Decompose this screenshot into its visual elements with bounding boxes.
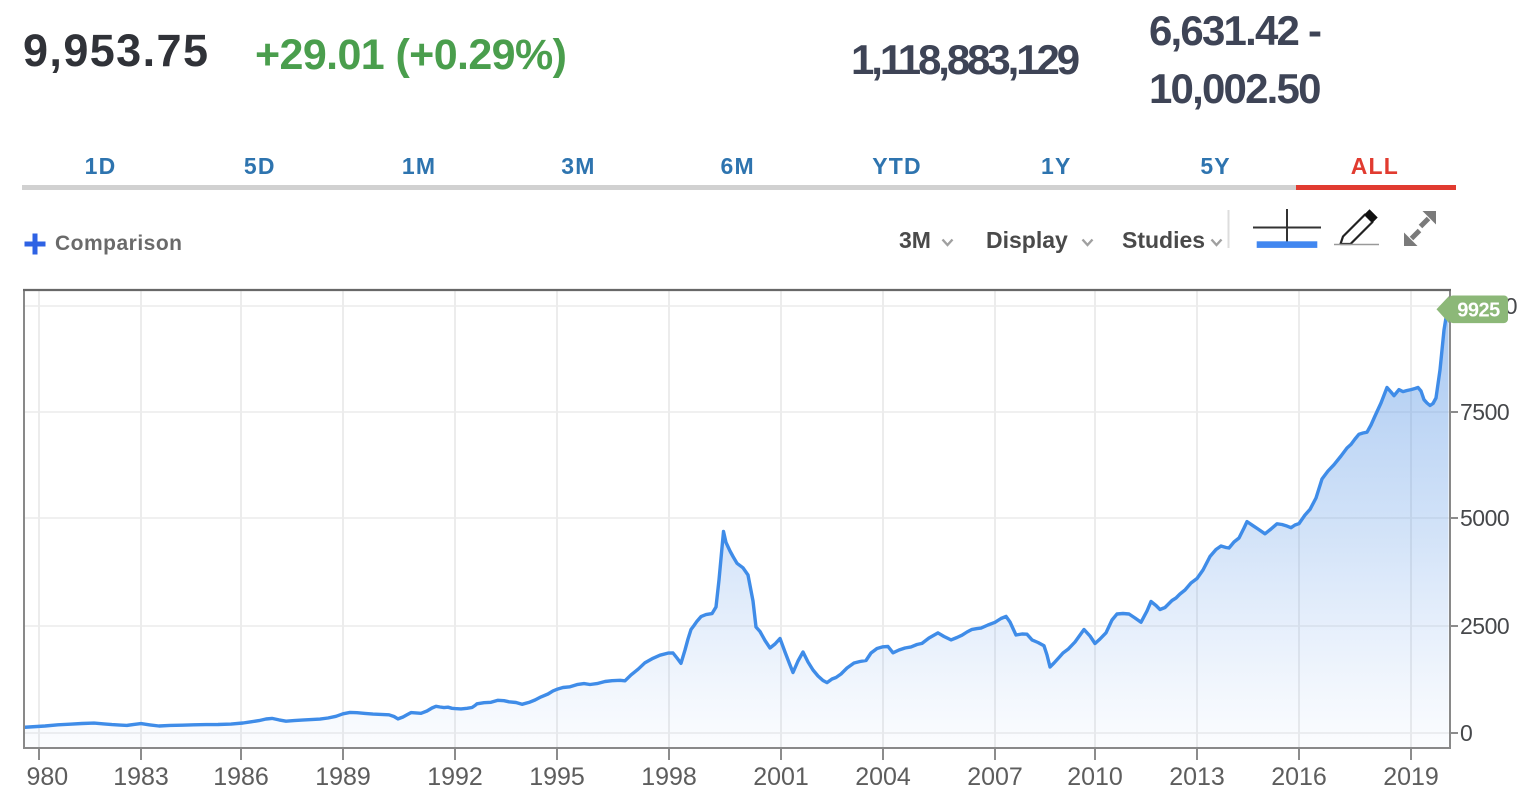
svg-text:2016: 2016 — [1271, 763, 1327, 791]
svg-text:1983: 1983 — [113, 763, 169, 791]
svg-text:0: 0 — [1460, 720, 1472, 746]
svg-text:2010: 2010 — [1067, 763, 1123, 791]
svg-text:2500: 2500 — [1460, 613, 1509, 639]
svg-text:7500: 7500 — [1460, 399, 1509, 425]
svg-text:2019: 2019 — [1383, 763, 1439, 791]
svg-text:1992: 1992 — [427, 763, 483, 791]
svg-text:5000: 5000 — [1460, 505, 1509, 531]
svg-text:2001: 2001 — [753, 763, 809, 791]
svg-text:1986: 1986 — [213, 763, 269, 791]
svg-text:1995: 1995 — [529, 763, 585, 791]
svg-text:980: 980 — [27, 763, 69, 791]
svg-text:2013: 2013 — [1169, 763, 1225, 791]
svg-text:9925: 9925 — [1457, 300, 1500, 322]
svg-text:1998: 1998 — [641, 763, 697, 791]
svg-text:2004: 2004 — [855, 763, 911, 791]
svg-text:2007: 2007 — [967, 763, 1023, 791]
svg-text:1989: 1989 — [315, 763, 371, 791]
